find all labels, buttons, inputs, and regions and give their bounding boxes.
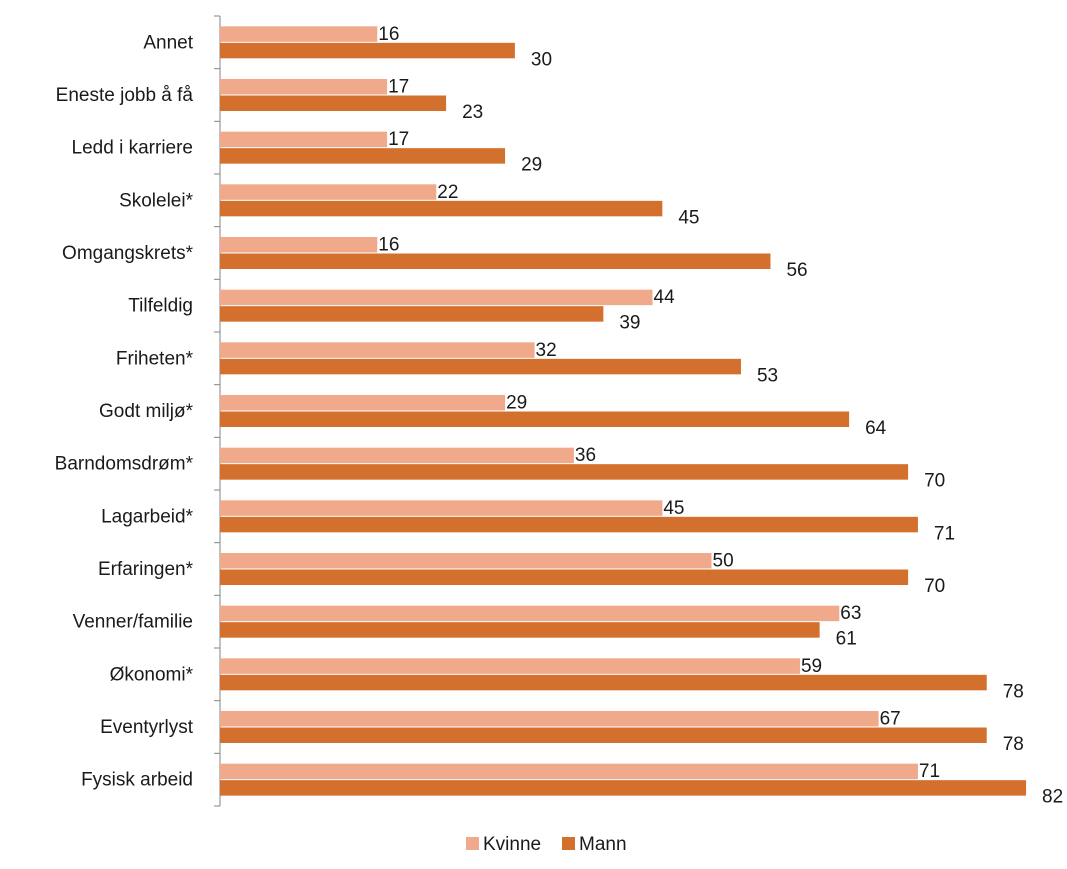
bar-kvinne [220, 605, 840, 622]
bar-kvinne [220, 289, 653, 306]
data-label-mann: 71 [934, 523, 955, 544]
category-label: Venner/familie [73, 612, 193, 633]
legend: Kvinne Mann [466, 834, 627, 855]
data-label-mann: 70 [924, 576, 945, 597]
bar-mann [220, 622, 820, 638]
data-label-kvinne: 17 [388, 77, 409, 98]
data-label-kvinne: 45 [663, 498, 684, 519]
data-label-mann: 64 [865, 418, 887, 439]
bar-mann [220, 42, 515, 59]
bar-mann [220, 253, 771, 269]
bar-mann [220, 674, 987, 691]
data-label-mann: 70 [924, 471, 945, 492]
bar-mann [220, 148, 506, 164]
data-label-kvinne: 44 [654, 287, 676, 308]
data-label-mann: 61 [836, 629, 857, 650]
category-label: Eventyrlyst [100, 717, 194, 738]
bar-kvinne [220, 184, 437, 200]
data-label-kvinne: 63 [840, 603, 861, 624]
legend-label-mann: Mann [579, 834, 627, 855]
bar-kvinne [220, 79, 388, 95]
bar-mann [220, 306, 604, 322]
category-label: Tilfeldig [128, 296, 193, 317]
category-label: Fysisk arbeid [81, 770, 193, 791]
data-label-kvinne: 16 [378, 24, 399, 45]
data-label-kvinne: 22 [437, 182, 458, 203]
bar-mann [220, 516, 918, 533]
bar-kvinne [220, 131, 388, 148]
data-label-mann: 78 [1003, 734, 1024, 755]
bar-mann [220, 411, 850, 427]
legend-label-kvinne: Kvinne [483, 834, 541, 855]
bar-kvinne [220, 500, 663, 516]
bar-kvinne [220, 447, 574, 464]
data-label-kvinne: 59 [801, 656, 822, 677]
bar-mann [220, 569, 909, 585]
legend-swatch-kvinne [466, 837, 479, 850]
category-label: Skolelei* [119, 190, 194, 211]
bar-mann [220, 464, 909, 480]
data-label-mann: 82 [1042, 787, 1063, 808]
data-label-kvinne: 50 [713, 551, 734, 572]
data-label-mann: 39 [619, 313, 640, 334]
bar-kvinne [220, 658, 800, 674]
data-label-mann: 45 [678, 207, 699, 228]
data-label-mann: 30 [531, 49, 552, 70]
data-label-mann: 29 [521, 155, 542, 176]
data-label-kvinne: 29 [506, 393, 527, 414]
data-label-mann: 53 [757, 365, 778, 386]
data-label-kvinne: 36 [575, 445, 596, 466]
bar-kvinne [220, 342, 535, 358]
bar-kvinne [220, 763, 918, 780]
category-label: Godt miljø* [99, 401, 194, 422]
data-label-kvinne: 67 [880, 709, 901, 730]
bar-mann [220, 200, 663, 217]
bar-mann [220, 358, 741, 375]
data-label-kvinne: 71 [919, 761, 940, 782]
bar-kvinne [220, 237, 378, 253]
bar-mann [220, 95, 447, 111]
bar-kvinne [220, 26, 378, 42]
category-label: Omgangskrets* [62, 243, 194, 264]
bar-mann [220, 727, 987, 743]
category-label: Ledd i karriere [72, 138, 193, 159]
data-label-mann: 56 [786, 260, 807, 281]
data-label-kvinne: 32 [536, 340, 557, 361]
category-label: Friheten* [116, 348, 194, 369]
plot-area: Annet 16 30 Eneste jobb å få 17 23 Ledd i karr… [55, 15, 1063, 808]
category-label: Annet [143, 32, 193, 53]
category-label: Økonomi* [110, 664, 194, 685]
category-label: Erfaringen* [98, 559, 194, 580]
data-label-kvinne: 17 [388, 129, 409, 150]
bar-kvinne [220, 395, 506, 411]
data-label-kvinne: 16 [378, 235, 399, 256]
legend-swatch-mann [562, 837, 575, 850]
bar-mann [220, 780, 1027, 796]
category-label: Lagarbeid* [101, 506, 194, 527]
data-label-mann: 78 [1003, 681, 1024, 702]
category-label: Eneste jobb å få [56, 85, 194, 106]
bar-kvinne [220, 553, 712, 569]
bar-kvinne [220, 711, 879, 727]
data-label-mann: 23 [462, 102, 483, 123]
category-label: Barndomsdrøm* [55, 454, 194, 475]
